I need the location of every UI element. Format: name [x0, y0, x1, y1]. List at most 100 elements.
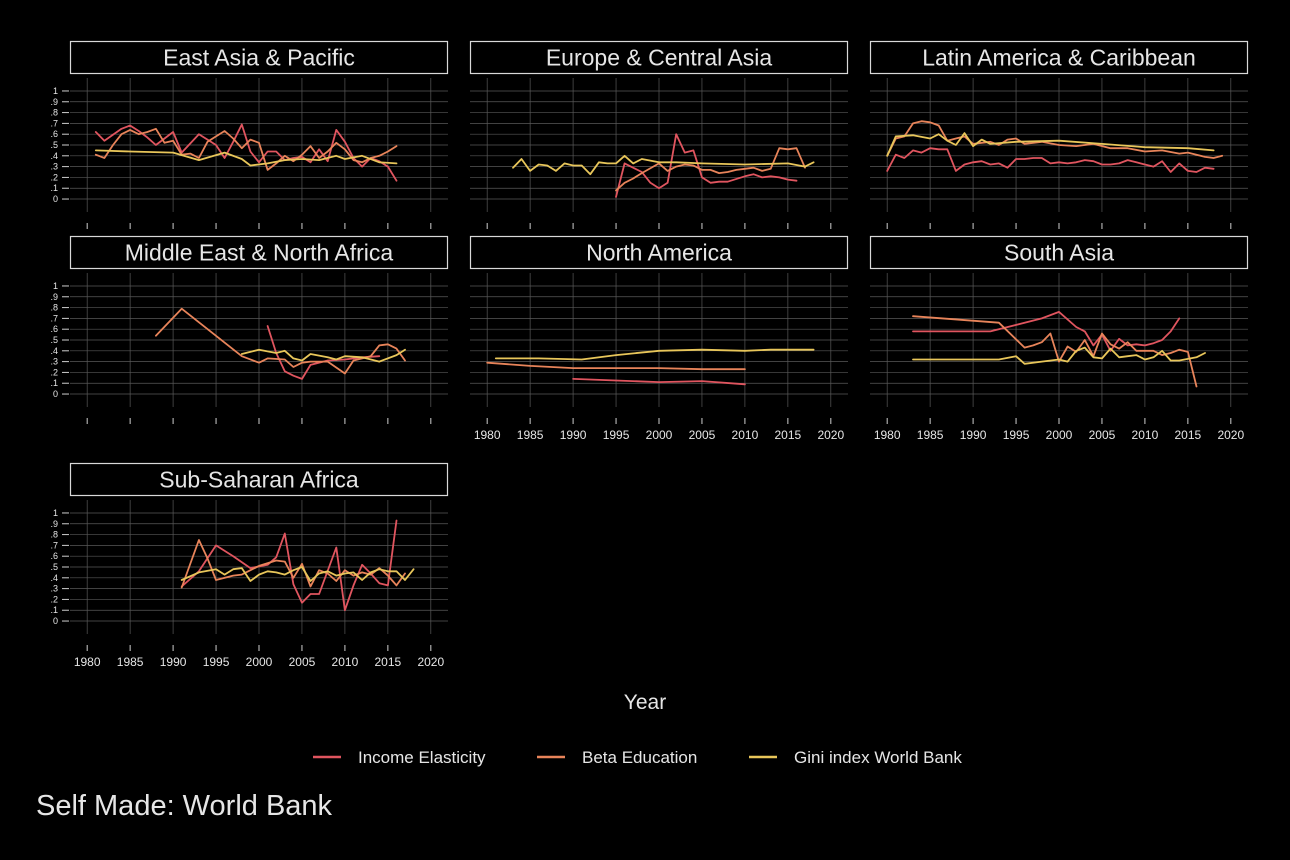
x-tick-label: 2005 — [689, 428, 716, 442]
x-tick-label: 1980 — [74, 655, 101, 669]
series-line-income-elasticity — [266, 325, 381, 380]
y-tick-label: .5 — [50, 140, 58, 150]
x-tick-label: 2015 — [375, 655, 402, 669]
x-tick-label: 1980 — [474, 428, 501, 442]
y-tick-label: .3 — [50, 357, 58, 367]
panel-latin-america-and-caribbean: Latin America & Caribbean — [869, 40, 1249, 229]
series-line-income-elasticity — [572, 377, 746, 386]
x-tick-label: 2015 — [775, 428, 802, 442]
y-tick-label: .3 — [50, 162, 58, 172]
series-line-beta-education — [154, 307, 406, 375]
x-tick-label: 2010 — [1132, 428, 1159, 442]
y-tick-label: .1 — [50, 605, 58, 615]
panel-header-box — [69, 462, 449, 497]
series-line-gini-index-world-bank — [180, 566, 415, 582]
x-tick-label: 1980 — [874, 428, 901, 442]
panel-sub-saharan-africa: Sub-Saharan Africa 0.1.2.3.4.5.6.7.8.91 19… — [50, 462, 449, 669]
x-tick-label: 2020 — [417, 655, 444, 669]
y-tick-label: .8 — [50, 108, 58, 118]
caption: Self Made: World Bank — [36, 790, 333, 822]
series-line-beta-education — [615, 147, 806, 192]
y-tick-label: 1 — [53, 508, 58, 518]
panel-header-box — [69, 235, 449, 270]
panel-middle-east-and-north-africa: Middle East & North Africa 0.1.2.3.4.5.6.… — [50, 235, 449, 424]
x-tick-label: 2005 — [289, 655, 316, 669]
legend-item-income-elasticity: Income Elasticity — [313, 748, 486, 767]
series-line-beta-education — [486, 361, 746, 371]
x-tick-label: 2015 — [1175, 428, 1202, 442]
series-line-beta-education — [912, 315, 1198, 388]
series-line-beta-education — [180, 539, 406, 589]
y-tick-label: .5 — [50, 335, 58, 345]
y-tick-label: .8 — [50, 530, 58, 540]
series-line-income-elasticity — [94, 123, 398, 182]
legend-item-beta-education: Beta Education — [537, 748, 697, 767]
panel-header-box — [869, 40, 1249, 75]
series-line-gini-index-world-bank — [494, 348, 815, 361]
y-tick-label: .6 — [50, 324, 58, 334]
series-line-income-elasticity — [886, 147, 1215, 173]
panel-title: Sub-Saharan Africa — [159, 467, 359, 493]
series-line-income-elasticity — [912, 310, 1181, 352]
x-tick-label: 2000 — [646, 428, 673, 442]
x-tick-label: 1985 — [917, 428, 944, 442]
y-tick-label: .9 — [50, 292, 58, 302]
panel-header-box — [469, 235, 849, 270]
y-tick-label: .1 — [50, 378, 58, 388]
x-axis-title: Year — [624, 691, 666, 714]
y-tick-label: .5 — [50, 562, 58, 572]
legend-label: Gini index World Bank — [794, 748, 962, 767]
legend-label: Beta Education — [582, 748, 697, 767]
y-tick-label: .2 — [50, 594, 58, 604]
y-tick-label: .3 — [50, 584, 58, 594]
x-tick-label: 1995 — [603, 428, 630, 442]
y-tick-label: .8 — [50, 303, 58, 313]
series-line-income-elasticity — [180, 519, 398, 612]
y-tick-label: 0 — [53, 194, 58, 204]
x-tick-label: 2005 — [1089, 428, 1116, 442]
y-tick-label: 1 — [53, 281, 58, 291]
y-tick-label: .7 — [50, 118, 58, 128]
y-tick-label: .7 — [50, 313, 58, 323]
y-tick-label: 1 — [53, 86, 58, 96]
series-line-income-elasticity — [615, 133, 798, 198]
panel-title: East Asia & Pacific — [163, 45, 355, 71]
panel-title: Europe & Central Asia — [546, 45, 773, 71]
x-tick-label: 1995 — [1003, 428, 1030, 442]
panel-east-asia-and-pacific: East Asia & Pacific 0.1.2.3.4.5.6.7.8.91 — [50, 40, 449, 229]
panel-north-america: North America 1980 1985 1990 1995 2000 2005 201… — [469, 235, 849, 442]
x-tick-label: 1990 — [960, 428, 987, 442]
series-line-gini-index-world-bank — [886, 132, 1215, 157]
y-tick-label: .6 — [50, 551, 58, 561]
x-tick-label: 2010 — [332, 655, 359, 669]
x-tick-label: 2010 — [732, 428, 759, 442]
panel-title: South Asia — [1004, 240, 1114, 266]
x-tick-label: 1985 — [517, 428, 544, 442]
y-tick-label: 0 — [53, 389, 58, 399]
y-tick-label: .9 — [50, 519, 58, 529]
series-line-gini-index-world-bank — [912, 346, 1206, 365]
series-line-beta-education — [94, 127, 398, 171]
x-tick-label: 1985 — [117, 655, 144, 669]
y-tick-label: .9 — [50, 97, 58, 107]
y-tick-label: .4 — [50, 573, 58, 583]
y-tick-label: .4 — [50, 346, 58, 356]
x-tick-label: 2020 — [1217, 428, 1244, 442]
y-tick-label: .2 — [50, 172, 58, 182]
y-tick-label: 0 — [53, 616, 58, 626]
panel-header-box — [469, 40, 849, 75]
series-line-gini-index-world-bank — [94, 149, 398, 167]
series-line-gini-index-world-bank — [240, 348, 406, 363]
y-tick-label: .2 — [50, 367, 58, 377]
panel-header-box — [869, 235, 1249, 270]
x-tick-label: 1995 — [203, 655, 230, 669]
panel-europe-and-central-asia: Europe & Central Asia — [469, 40, 849, 229]
series-line-gini-index-world-bank — [512, 154, 815, 176]
x-tick-label: 2000 — [246, 655, 273, 669]
x-tick-label: 1990 — [160, 655, 187, 669]
x-tick-label: 2020 — [817, 428, 844, 442]
panel-south-asia: South Asia 1980 1985 1990 1995 2000 2005 2010 20… — [869, 235, 1249, 442]
y-tick-label: .1 — [50, 183, 58, 193]
legend-label: Income Elasticity — [358, 748, 486, 767]
